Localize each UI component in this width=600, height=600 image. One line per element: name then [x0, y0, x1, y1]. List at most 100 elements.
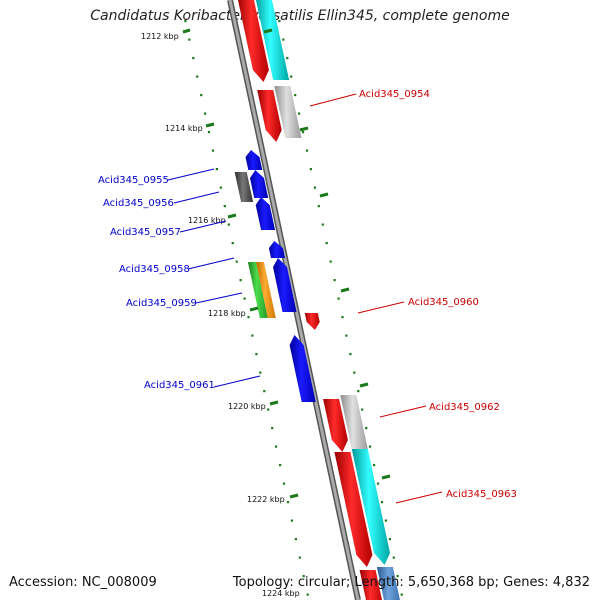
- ruler-dot: [207, 131, 211, 134]
- ruler-dot: [188, 38, 191, 41]
- ruler-dot: [361, 408, 364, 411]
- gene-label[interactable]: Acid345_0956: [103, 198, 174, 209]
- tick-label: 1224 kbp: [262, 589, 300, 598]
- gene-features: [234, 0, 400, 600]
- ruler-dot: [365, 427, 368, 430]
- cds-acid345-0959: [273, 258, 297, 312]
- label-acid345-0956[interactable]: Acid345_0956: [103, 191, 220, 209]
- gene-label[interactable]: Acid345_0955: [98, 175, 169, 186]
- ruler-dot: [239, 279, 242, 282]
- label-acid345-0961[interactable]: Acid345_0961: [144, 375, 261, 391]
- cds-forward-cyan: [255, 0, 290, 80]
- cds-acid345-0954-gray: [274, 86, 302, 138]
- cds-acid345-0962-gray: [340, 395, 368, 450]
- ruler-dot: [317, 205, 320, 208]
- cds-acid345-0958: [268, 241, 285, 258]
- label-acid345-0955[interactable]: Acid345_0955: [98, 168, 215, 186]
- ruler-dot: [298, 556, 301, 559]
- ruler-dot: [349, 353, 352, 356]
- map-title: Candidatus Koribacter versatilis Ellin34…: [90, 8, 510, 24]
- gene-label[interactable]: Acid345_0962: [429, 402, 500, 413]
- ruler-dot: [278, 20, 281, 23]
- ruler-dot: [290, 519, 293, 522]
- ruler-dot: [380, 501, 384, 504]
- ruler-dot: [294, 538, 297, 541]
- ruler-dot: [279, 464, 282, 467]
- tick-label: 1214 kbp: [165, 124, 203, 133]
- topology-text: Topology: circular; Length: 5,650,368 bp…: [232, 575, 590, 590]
- outer-ruler-ticks: [263, 28, 391, 480]
- tick-label: 1222 kbp: [247, 495, 285, 504]
- ruler-dot: [286, 57, 289, 60]
- ruler-dot: [392, 556, 395, 559]
- ruler-dot: [369, 445, 372, 448]
- ruler-dot: [309, 168, 312, 171]
- tick-label: 1220 kbp: [228, 402, 266, 411]
- gene-label[interactable]: Acid345_0958: [119, 264, 190, 275]
- ruler-dot: [294, 94, 297, 97]
- ruler-dot: [231, 242, 234, 245]
- label-acid345-0962[interactable]: Acid345_0962: [379, 402, 500, 418]
- ruler-dot: [306, 593, 309, 596]
- gene-label[interactable]: Acid345_0957: [110, 227, 181, 238]
- gene-label[interactable]: Acid345_0960: [408, 297, 479, 308]
- tick-1212: 1212 kbp: [141, 28, 191, 41]
- tick-1216: 1216 kbp: [188, 213, 237, 225]
- ruler-dot: [290, 75, 293, 78]
- ruler-dot: [200, 94, 203, 97]
- cds-forward-steel: [376, 567, 400, 600]
- ruler-dot: [251, 334, 254, 337]
- ruler-dot: [298, 112, 301, 115]
- ruler-dot: [243, 297, 246, 300]
- ruler-dot: [286, 501, 290, 504]
- label-acid345-0959[interactable]: Acid345_0959: [126, 292, 243, 309]
- ruler-dot: [329, 260, 332, 263]
- tick-1218: 1218 kbp: [208, 306, 259, 318]
- gene-labels: Acid345_0954 Acid345_0955 Acid345_0956 A…: [98, 89, 517, 504]
- label-acid345-0960[interactable]: Acid345_0960: [357, 297, 479, 314]
- ruler-dot: [388, 538, 391, 541]
- label-acid345-0963[interactable]: Acid345_0963: [395, 489, 517, 504]
- ruler-dot: [321, 223, 324, 226]
- gene-label[interactable]: Acid345_0961: [144, 380, 215, 391]
- cds-acid345-0963-cyan: [351, 449, 390, 565]
- ruler-dot: [341, 316, 344, 319]
- tick-1222: 1222 kbp: [247, 493, 299, 504]
- ruler-dot: [247, 316, 250, 319]
- ruler-dot: [400, 593, 403, 596]
- ruler-dot: [196, 75, 199, 78]
- cds-acid345-0954: [257, 90, 282, 142]
- tick-1224: 1224 kbp: [262, 589, 300, 598]
- cds-forward: [237, 0, 269, 82]
- gene-label[interactable]: Acid345_0963: [446, 489, 517, 500]
- gene-label[interactable]: Acid345_0954: [359, 89, 430, 100]
- ruler-dot: [301, 131, 305, 134]
- ruler-dot: [337, 297, 340, 300]
- tick-label: 1212 kbp: [141, 32, 179, 41]
- cds-acid345-0956: [250, 170, 269, 198]
- label-acid345-0958[interactable]: Acid345_0958: [119, 257, 235, 275]
- ruler-dot: [305, 149, 309, 152]
- ruler-dot: [235, 260, 238, 263]
- ruler-dot: [267, 408, 270, 411]
- cds-acid345-0956-gray: [234, 172, 254, 202]
- cds-acid345-0955: [245, 150, 263, 170]
- ruler-dot: [373, 464, 376, 467]
- cds-forward: [359, 570, 382, 600]
- ruler-dot: [255, 353, 258, 356]
- ruler-dot: [345, 334, 348, 337]
- ruler-dot: [259, 371, 262, 374]
- label-acid345-0957[interactable]: Acid345_0957: [110, 220, 227, 238]
- ruler-dot: [396, 575, 399, 578]
- label-acid345-0954[interactable]: Acid345_0954: [309, 89, 430, 107]
- ruler-dot: [282, 482, 286, 485]
- ruler-dot: [227, 223, 230, 226]
- ruler-dot: [192, 57, 195, 60]
- cds-acid345-0960: [304, 313, 320, 330]
- gene-label[interactable]: Acid345_0959: [126, 298, 197, 309]
- ruler-dot: [204, 112, 207, 115]
- accession-text: Accession: NC_008009: [9, 575, 157, 590]
- ruler-dot: [184, 20, 187, 23]
- tick-1220: 1220 kbp: [228, 400, 279, 411]
